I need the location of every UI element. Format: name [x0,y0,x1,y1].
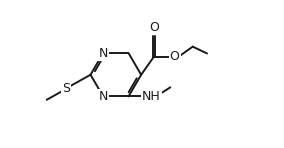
Text: O: O [170,50,179,63]
Text: N: N [99,90,108,103]
Text: O: O [149,21,159,33]
Text: NH: NH [142,90,161,103]
Text: S: S [62,82,70,95]
Text: N: N [99,46,108,59]
